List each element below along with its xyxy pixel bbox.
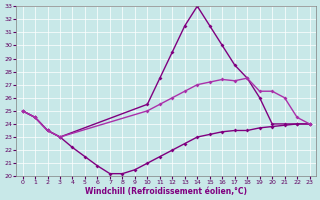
X-axis label: Windchill (Refroidissement éolien,°C): Windchill (Refroidissement éolien,°C) bbox=[85, 187, 247, 196]
